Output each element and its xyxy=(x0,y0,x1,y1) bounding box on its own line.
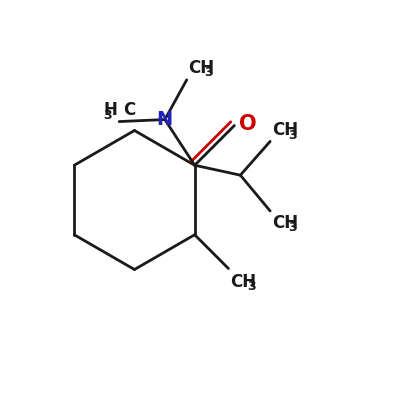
Text: CH: CH xyxy=(188,59,214,77)
Text: 3: 3 xyxy=(288,128,297,142)
Text: 3: 3 xyxy=(247,280,255,293)
Text: 3: 3 xyxy=(104,109,112,122)
Text: CH: CH xyxy=(230,273,256,291)
Text: CH: CH xyxy=(272,121,298,139)
Text: H: H xyxy=(103,102,117,120)
Text: CH: CH xyxy=(272,214,298,232)
Text: C: C xyxy=(124,102,136,120)
Text: 3: 3 xyxy=(288,221,297,234)
Text: O: O xyxy=(239,114,256,134)
Text: 3: 3 xyxy=(204,66,213,79)
Text: N: N xyxy=(157,110,173,129)
